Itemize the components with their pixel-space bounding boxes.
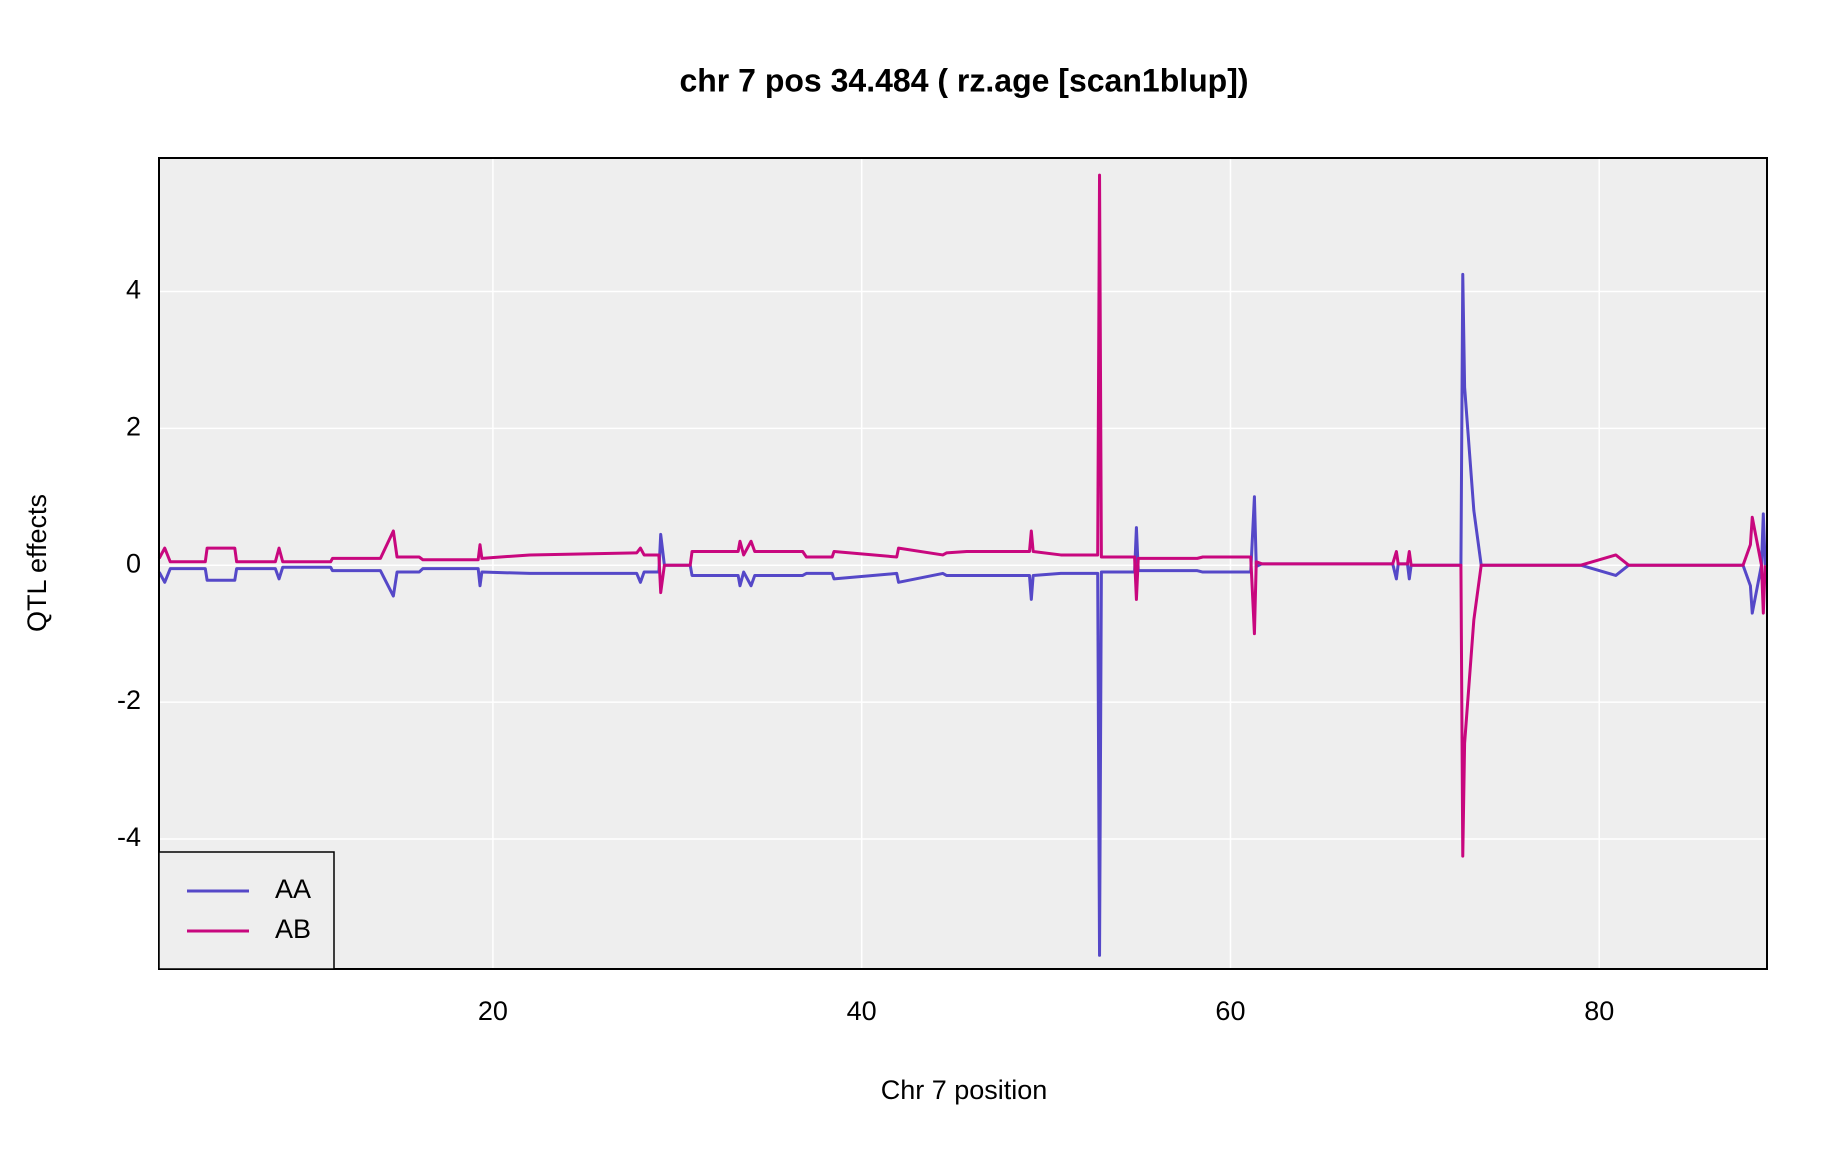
- y-axis-label: QTL effects: [22, 494, 52, 632]
- x-tick-label: 80: [1584, 996, 1614, 1026]
- ticks: 20 40 60 80 -4 -2 0 2 4: [117, 275, 1614, 1027]
- grid: [159, 158, 1767, 969]
- plot-background: [159, 158, 1767, 969]
- lines: [157, 173, 1767, 957]
- chart-title: chr 7 pos 34.484 ( rz.age [scan1blup]): [679, 62, 1248, 98]
- y-tick-label: -2: [117, 685, 141, 715]
- series-line: [157, 173, 1767, 858]
- y-tick-label: 2: [126, 411, 141, 441]
- x-tick-label: 60: [1215, 996, 1245, 1026]
- x-tick-label: 20: [478, 996, 508, 1026]
- x-axis-label: Chr 7 position: [881, 1075, 1048, 1105]
- y-tick-label: 4: [126, 275, 141, 305]
- y-tick-label: 0: [126, 548, 141, 578]
- legend-box: [158, 851, 335, 970]
- y-tick-label: -4: [117, 822, 141, 852]
- plot-frame: [158, 157, 1768, 970]
- x-tick-label: 40: [847, 996, 877, 1026]
- legend: AA AB: [158, 851, 335, 970]
- legend-label: AB: [275, 914, 311, 944]
- legend-label: AA: [275, 874, 311, 904]
